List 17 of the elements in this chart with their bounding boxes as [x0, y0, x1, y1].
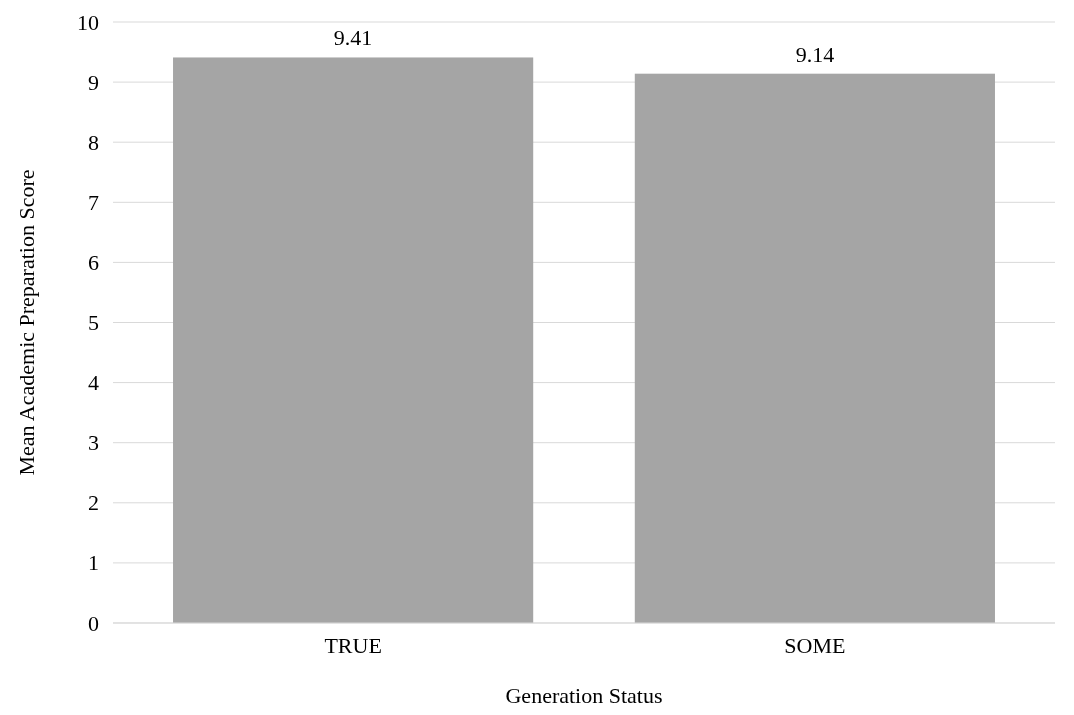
- x-axis-title: Generation Status: [505, 683, 663, 708]
- y-tick-label: 0: [88, 610, 99, 636]
- x-tick-label: TRUE: [324, 632, 382, 658]
- y-tick-label: 5: [88, 310, 99, 336]
- y-tick-label: 6: [88, 249, 99, 275]
- y-tick-label: 7: [88, 189, 99, 215]
- y-tick-label: 2: [88, 490, 99, 516]
- y-tick-label: 9: [88, 69, 99, 95]
- y-tick-label: 8: [88, 129, 99, 155]
- data-label: 9.14: [795, 41, 835, 67]
- y-tick-label: 1: [88, 550, 99, 576]
- y-tick-label: 4: [88, 370, 99, 396]
- y-tick-label: 10: [77, 9, 99, 35]
- data-label: 9.41: [333, 25, 373, 51]
- y-tick-label: 3: [88, 430, 99, 456]
- x-tick-label: SOME: [784, 632, 846, 658]
- y-axis-title: Mean Academic Preparation Score: [14, 169, 39, 476]
